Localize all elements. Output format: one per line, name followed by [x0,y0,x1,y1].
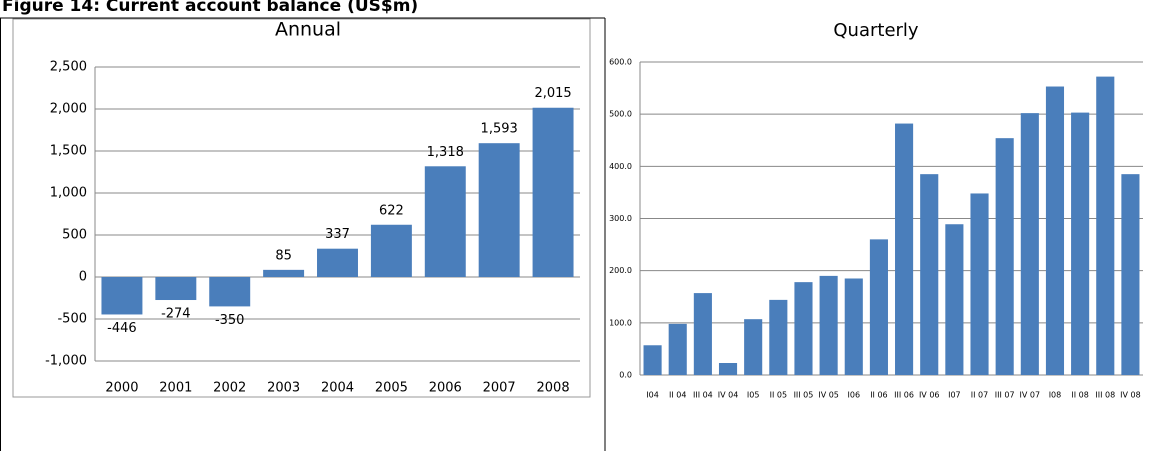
x-tick-label: I06 [848,391,861,400]
value-label: 2,015 [534,86,571,101]
bar [209,277,251,307]
bar [769,299,788,375]
x-tick-label: I05 [747,391,760,400]
x-tick-label: III 04 [693,391,713,400]
x-tick-label: IV 07 [1020,391,1041,400]
x-tick-label: 2008 [537,381,570,396]
bar [1071,112,1090,375]
x-tick-label: 2000 [105,381,138,396]
y-tick-label: 500.0 [609,110,632,119]
chart-title: Quarterly [833,20,919,41]
x-tick-label: I07 [948,391,961,400]
bar [744,319,763,375]
value-label: 622 [379,203,404,218]
x-tick-label: 2007 [483,381,516,396]
x-tick-label: II 07 [971,391,988,400]
bar [263,269,305,277]
bar [869,239,888,375]
x-tick-label: 2006 [429,381,462,396]
x-tick-label: III 07 [995,391,1015,400]
value-label: -350 [215,313,245,328]
y-tick-label: 1,000 [50,186,87,201]
bar [668,323,687,375]
x-tick-label: 2004 [321,381,354,396]
x-tick-label: IV 06 [919,391,940,400]
bar [1096,76,1115,376]
x-tick-label: I08 [1049,391,1062,400]
x-tick-label: II 08 [1071,391,1088,400]
x-tick-label: III 08 [1095,391,1115,400]
y-tick-label: 600.0 [609,58,632,67]
bar [643,345,662,375]
value-label: -274 [161,307,191,322]
y-tick-label: 0 [79,270,87,285]
value-label: 1,593 [481,122,518,137]
bar [819,275,838,375]
bar [101,277,143,315]
bar [945,224,964,375]
chart-border [12,18,591,398]
x-tick-label: III 06 [894,391,914,400]
y-tick-label: 1,500 [50,144,87,159]
bar [844,278,863,375]
bar [895,123,914,375]
chart-title: Annual [275,19,341,41]
bar [995,138,1014,375]
y-tick-label: 100.0 [609,318,632,327]
y-tick-label: 2,000 [50,102,87,117]
figure-title: Figure 14: Current account balance (US$m… [2,0,418,16]
y-tick-label: 200.0 [609,266,632,275]
value-label: 337 [325,227,350,242]
bar [1121,174,1140,375]
y-tick-label: 500 [62,228,87,243]
y-tick-label: 0.0 [619,371,632,380]
bar [693,293,712,375]
x-tick-label: III 05 [794,391,814,400]
bar [478,143,520,277]
x-tick-label: IV 04 [718,391,739,400]
value-label: -446 [107,321,137,336]
x-tick-label: II 04 [669,391,686,400]
bar [424,166,466,277]
x-tick-label: IV 08 [1120,391,1141,400]
x-tick-label: 2001 [159,381,192,396]
bar [970,193,989,375]
x-tick-label: 2003 [267,381,300,396]
x-tick-label: 2005 [375,381,408,396]
value-label: 85 [275,248,292,263]
bar [155,277,197,301]
x-tick-label: I04 [646,391,659,400]
bar [532,107,574,278]
bar [1045,86,1065,375]
y-tick-label: 2,500 [50,60,87,75]
bar [317,248,358,277]
x-tick-label: IV 05 [818,391,839,400]
y-tick-label: 300.0 [609,214,632,223]
bar [920,174,939,375]
bar [1020,113,1039,375]
y-tick-label: -1,000 [45,354,87,369]
value-label: 1,318 [427,145,464,160]
bar [794,282,813,375]
x-tick-label: 2002 [213,381,246,396]
x-tick-label: II 06 [870,391,887,400]
y-tick-label: -500 [57,312,87,327]
bar [718,363,738,375]
bar [370,224,412,277]
y-tick-label: 400.0 [609,162,632,171]
x-tick-label: II 05 [770,391,787,400]
